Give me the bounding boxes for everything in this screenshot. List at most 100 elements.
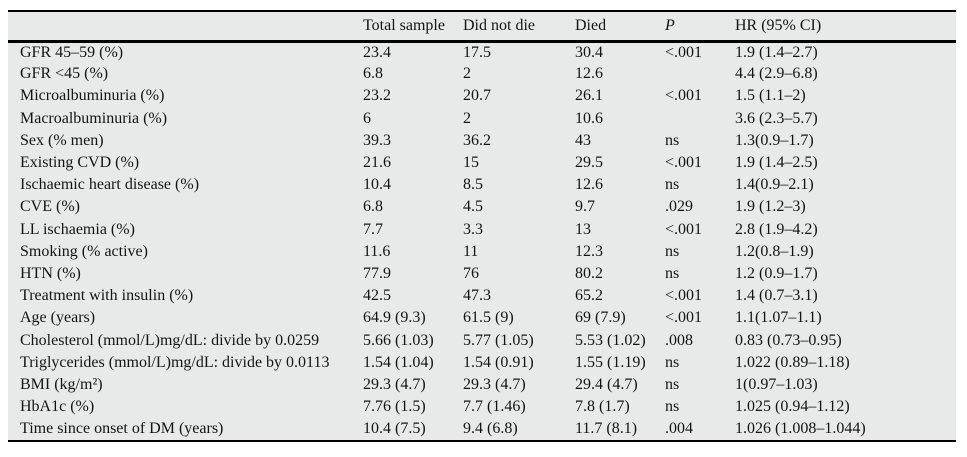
table-row: Microalbuminuria (%) 23.2 20.7 26.1 <.001 1.5… (8, 85, 956, 107)
cell-did-not-die: 17.5 (463, 43, 491, 61)
mortality-risk-factors-table: Total sample Did not die Died P HR (95% … (8, 12, 956, 440)
cell-hr-95-ci: 1.2(0.8–1.9) (735, 242, 814, 260)
cell-total-sample: 6.8 (363, 65, 383, 83)
table-row: Time since onset of DM (years) 10.4 (7.5)… (8, 418, 956, 440)
cell-total-sample: 5.66 (1.03) (363, 331, 434, 349)
cell-total-sample: 10.4 (363, 176, 391, 194)
cell-p: ns (665, 398, 680, 416)
cell-total-sample: 23.4 (363, 43, 391, 61)
cell-died: 29.5 (575, 154, 603, 172)
cell-total-sample: 7.76 (1.5) (363, 398, 426, 416)
cell-total-sample: 77.9 (363, 264, 391, 282)
row-label: GFR 45–59 (%) (20, 43, 124, 61)
row-label: Cholesterol (mmol/L)mg/dL: divide by 0.0… (20, 331, 320, 349)
cell-hr-95-ci: 1.022 (0.89–1.18) (735, 353, 850, 371)
cell-died: 12.6 (575, 176, 603, 194)
cell-p: ns (665, 375, 680, 393)
row-label: Smoking (% active) (20, 242, 148, 260)
cell-did-not-die: 4.5 (463, 198, 483, 216)
cell-p: <.001 (665, 154, 703, 172)
table-row: HTN (%) 77.9 76 80.2 ns 1.2 (0.9–1.7) (8, 263, 956, 285)
row-label: HbA1c (%) (20, 398, 95, 416)
cell-p: .004 (665, 420, 693, 438)
cell-p: <.001 (665, 309, 703, 327)
cell-total-sample: 10.4 (7.5) (363, 420, 426, 438)
cell-did-not-die: 20.7 (463, 87, 491, 105)
cell-total-sample: 21.6 (363, 154, 391, 172)
cell-did-not-die: 36.2 (463, 131, 491, 149)
row-label: Existing CVD (%) (20, 154, 140, 172)
cell-hr-95-ci: 1.3(0.9–1.7) (735, 131, 814, 149)
cell-p: ns (665, 242, 680, 260)
row-label: LL ischaemia (%) (20, 220, 135, 238)
cell-hr-95-ci: 1.1(1.07–1.1) (735, 309, 822, 327)
cell-hr-95-ci: 1.9 (1.4–2.7) (735, 43, 818, 61)
cell-total-sample: 11.6 (363, 242, 391, 260)
table-row: Age (years) 64.9 (9.3) 61.5 (9) 69 (7.9) <.0… (8, 307, 956, 329)
cell-died: 11.7 (8.1) (575, 420, 638, 438)
cell-hr-95-ci: 1.2 (0.9–1.7) (735, 264, 818, 282)
table-row: Triglycerides (mmol/L)mg/dL: divide by 0… (8, 352, 956, 374)
cell-p: <.001 (665, 43, 703, 61)
cell-did-not-die: 15 (463, 154, 479, 172)
row-label: Treatment with insulin (%) (20, 287, 194, 305)
col-header-variable (8, 12, 363, 43)
cell-did-not-die: 47.3 (463, 287, 491, 305)
cell-did-not-die: 7.7 (1.46) (463, 398, 526, 416)
row-label: Sex (% men) (20, 131, 104, 149)
cell-total-sample: 6.8 (363, 198, 383, 216)
cell-total-sample: 6 (363, 109, 371, 127)
row-label: HTN (%) (20, 264, 81, 282)
cell-total-sample: 1.54 (1.04) (363, 353, 434, 371)
row-label: Time since onset of DM (years) (20, 420, 224, 438)
table-row: Sex (% men) 39.3 36.2 43 ns 1.3(0.9–1.7) (8, 130, 956, 152)
table-row: GFR <45 (%) 6.8 2 12.6 4.4 (2.9–6.8) (8, 63, 956, 85)
row-label: Macroalbuminuria (%) (20, 109, 168, 127)
cell-hr-95-ci: 0.83 (0.73–0.95) (735, 331, 842, 349)
cell-p: <.001 (665, 220, 703, 238)
col-header-hr-95-ci: HR (95% CI) (735, 12, 956, 43)
cell-died: 80.2 (575, 264, 603, 282)
table-row: BMI (kg/m²) 29.3 (4.7) 29.3 (4.7) 29.4 (4.7… (8, 374, 956, 396)
cell-did-not-die: 5.77 (1.05) (463, 331, 534, 349)
cell-hr-95-ci: 1.5 (1.1–2) (735, 87, 806, 105)
cell-died: 1.55 (1.19) (575, 353, 646, 371)
cell-hr-95-ci: 3.6 (2.3–5.7) (735, 109, 818, 127)
row-label: BMI (kg/m²) (20, 375, 103, 393)
cell-died: 69 (7.9) (575, 309, 626, 327)
cell-did-not-die: 9.4 (6.8) (463, 420, 518, 438)
cell-hr-95-ci: 1(0.97–1.03) (735, 375, 818, 393)
cell-p: ns (665, 353, 680, 371)
cell-p: .029 (665, 198, 693, 216)
cell-did-not-die: 2 (463, 65, 471, 83)
cell-died: 30.4 (575, 43, 603, 61)
cell-hr-95-ci: 2.8 (1.9–4.2) (735, 220, 818, 238)
cell-did-not-die: 76 (463, 264, 479, 282)
table-row: Treatment with insulin (%) 42.5 47.3 65.2 <.… (8, 285, 956, 307)
cell-died: 7.8 (1.7) (575, 398, 630, 416)
cell-total-sample: 23.2 (363, 87, 391, 105)
cell-did-not-die: 2 (463, 109, 471, 127)
cell-died: 10.6 (575, 109, 603, 127)
cell-hr-95-ci: 1.9 (1.4–2.5) (735, 154, 818, 172)
cell-total-sample: 42.5 (363, 287, 391, 305)
table-row: GFR 45–59 (%) 23.4 17.5 30.4 <.001 1.9 (1.4–2… (8, 41, 956, 63)
cell-died: 9.7 (575, 198, 595, 216)
cell-did-not-die: 11 (463, 242, 479, 260)
cell-died: 13 (575, 220, 591, 238)
cell-p (665, 63, 735, 85)
cell-hr-95-ci: 1.025 (0.94–1.12) (735, 398, 850, 416)
statistics-table: Total sample Did not die Died P HR (95% … (8, 10, 956, 443)
cell-hr-95-ci: 1.026 (1.008–1.044) (735, 420, 866, 438)
cell-died: 5.53 (1.02) (575, 331, 646, 349)
cell-died: 12.3 (575, 242, 603, 260)
row-label: Microalbuminuria (%) (20, 87, 165, 105)
cell-did-not-die: 61.5 (9) (463, 309, 514, 327)
cell-p: ns (665, 176, 680, 194)
cell-p (665, 108, 735, 130)
table-row: LL ischaemia (%) 7.7 3.3 13 <.001 2.8 (1.9–4.… (8, 219, 956, 241)
cell-p: ns (665, 264, 680, 282)
cell-hr-95-ci: 1.4 (0.7–3.1) (735, 287, 818, 305)
col-header-p-value: P (665, 12, 735, 43)
